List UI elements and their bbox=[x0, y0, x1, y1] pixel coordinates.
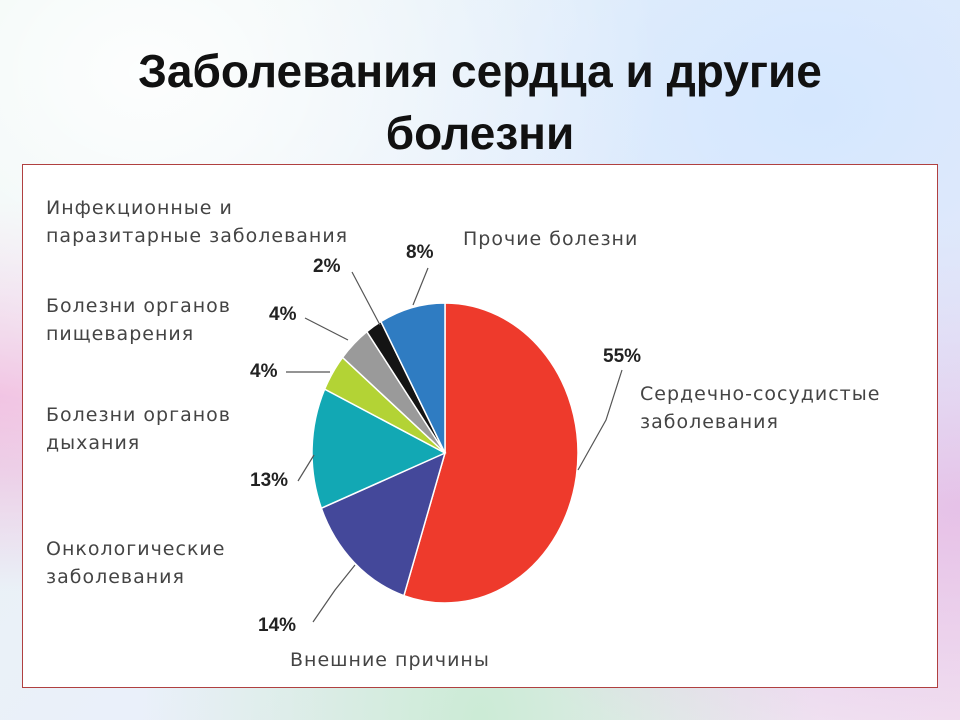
pie-slice bbox=[379, 302, 446, 454]
leader-line bbox=[297, 454, 315, 482]
slice-category-label-line: Сердечно-сосудистые bbox=[640, 383, 880, 405]
slide-title-line-2: болезни bbox=[385, 107, 575, 159]
slice-category-label-line: заболевания bbox=[640, 411, 779, 433]
slice-category-label: Внешние причины bbox=[290, 649, 490, 671]
pie-slice bbox=[320, 451, 447, 597]
slice-category-label-line: пищеварения bbox=[46, 323, 194, 345]
leader-line bbox=[577, 369, 623, 471]
pie-slice bbox=[311, 388, 447, 510]
slice-category-label-line: Внешние причины bbox=[290, 649, 490, 671]
slice-value-label: 14% bbox=[258, 615, 296, 636]
leader-line bbox=[351, 271, 381, 326]
slice-category-label-line: дыхания bbox=[46, 432, 140, 454]
slice-value-label: 8% bbox=[406, 242, 434, 263]
slice-category-label-line: заболевания bbox=[46, 566, 185, 588]
slice-value-label: 4% bbox=[250, 361, 278, 382]
slice-category-label-line: Болезни органов bbox=[46, 295, 231, 317]
slice-category-label: Болезни органов пищеварения bbox=[46, 295, 231, 345]
slice-category-label-line: Инфекционные и bbox=[46, 197, 233, 219]
slice-category-label: Болезни органов дыхания bbox=[46, 404, 231, 454]
slice-category-label: Инфекционные и паразитарные заболевания bbox=[46, 197, 348, 247]
slice-category-label-line: паразитарные заболевания bbox=[46, 225, 348, 247]
slice-value-label: 13% bbox=[250, 470, 288, 491]
slice-value-label: 2% bbox=[313, 256, 341, 277]
slice-value-label: 4% bbox=[269, 304, 297, 325]
leader-line bbox=[312, 564, 356, 623]
slide-title-line-1: Заболевания сердца и другие bbox=[138, 45, 822, 97]
slice-category-label: Сердечно-сосудистые заболевания bbox=[640, 383, 880, 433]
slice-category-label: Онкологические заболевания bbox=[46, 538, 225, 588]
slice-value-label: 55% bbox=[603, 346, 641, 367]
leader-line bbox=[412, 267, 429, 306]
pie-slice bbox=[402, 302, 579, 604]
slice-category-label-line: Онкологические bbox=[46, 538, 225, 560]
slice-category-label-line: Болезни органов bbox=[46, 404, 231, 426]
slice-category-label-line: Прочие болезни bbox=[463, 228, 638, 250]
leader-line bbox=[304, 317, 349, 341]
slice-category-label: Прочие болезни bbox=[463, 228, 638, 250]
slide-title: Заболевания сердца и другие болезни bbox=[0, 40, 960, 164]
